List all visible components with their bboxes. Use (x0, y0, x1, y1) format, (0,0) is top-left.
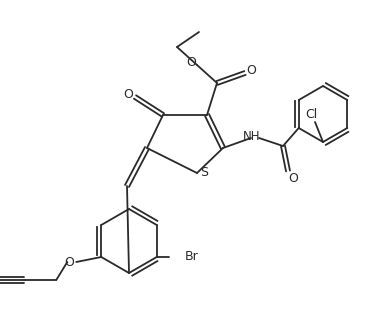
Text: Cl: Cl (305, 108, 317, 121)
Text: O: O (123, 88, 133, 101)
Text: O: O (288, 172, 298, 185)
Text: O: O (65, 256, 74, 269)
Text: S: S (200, 166, 208, 179)
Text: O: O (246, 64, 256, 77)
Text: O: O (186, 56, 196, 69)
Text: NH: NH (243, 130, 261, 143)
Text: Br: Br (185, 250, 199, 263)
